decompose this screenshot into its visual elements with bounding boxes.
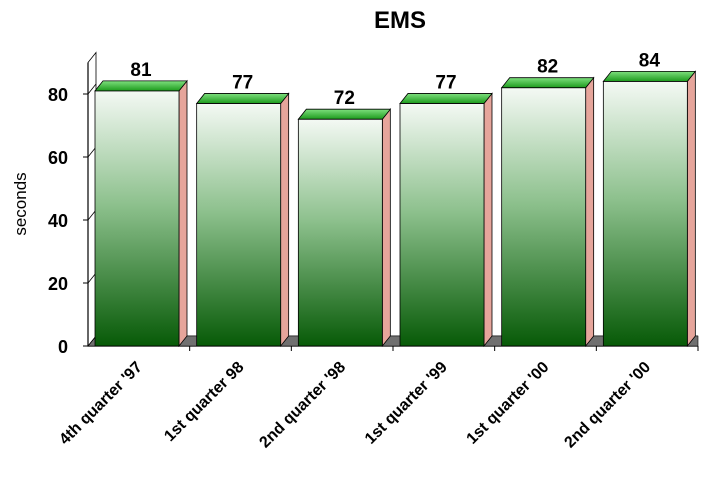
bar-front [297, 118, 383, 347]
data-label: 77 [232, 72, 253, 93]
bar-side [280, 92, 290, 348]
bar-top [94, 80, 188, 92]
bar-front [399, 103, 485, 347]
bar: 84 [602, 50, 697, 348]
x-axis-ticks: 4th quarter '97 1st quarter 98 2nd quarter… [56, 346, 699, 452]
bar-top [500, 77, 595, 89]
bar-top [399, 93, 493, 104]
y-axis-ticks: 0 20 40 60 80 [48, 83, 97, 357]
x-tick-label: 1st quarter '99 [362, 359, 451, 448]
bar-top [602, 71, 697, 82]
bar: 77 [195, 72, 290, 348]
bar-side [686, 70, 696, 348]
bar-side [178, 79, 188, 348]
data-label: 72 [334, 88, 355, 109]
data-label: 82 [537, 57, 558, 78]
bar-front [602, 81, 688, 347]
data-label: 84 [639, 50, 661, 71]
x-tick-label: 2nd quarter '00 [561, 359, 654, 452]
y-tick-label: 40 [48, 211, 68, 231]
bars: 81 77 72 77 82 84 [94, 50, 697, 348]
y-tick-label: 60 [48, 148, 68, 168]
bar-front [501, 87, 587, 347]
data-label: 77 [435, 72, 456, 93]
x-tick-label: 1st quarter '00 [464, 359, 553, 448]
bar-front [94, 90, 180, 347]
bar-top [195, 93, 290, 104]
x-tick-label: 1st quarter 98 [161, 359, 247, 445]
y-axis-label: seconds [11, 172, 30, 235]
x-tick-label: 2nd quarter '98 [256, 359, 349, 452]
bar-side [585, 76, 595, 348]
bar: 81 [94, 60, 188, 348]
bar: 77 [399, 72, 493, 348]
x-tick-label: 4th quarter '97 [56, 359, 146, 449]
y-tick-label: 20 [48, 274, 68, 294]
bar-side [381, 108, 391, 348]
chart-title: EMS [374, 7, 426, 34]
bar-top [297, 108, 392, 120]
bar: 72 [297, 88, 392, 348]
wall-tick-line [87, 83, 97, 95]
y-tick-label: 0 [58, 337, 68, 357]
bar: 82 [500, 57, 595, 348]
bar-front [196, 103, 282, 347]
data-label: 81 [130, 60, 152, 81]
bar-side [483, 92, 493, 348]
y-tick-label: 80 [48, 85, 68, 105]
